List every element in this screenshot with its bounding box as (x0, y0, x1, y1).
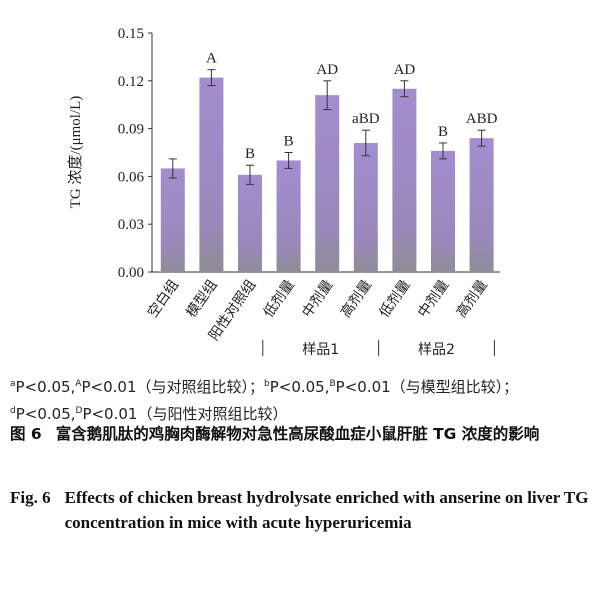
footnote: aP<0.05,AP<0.01（与对照组比较）；bP<0.05,BP<0.01（… (10, 372, 590, 426)
error-bar (284, 152, 293, 169)
y-tick-label: 0.06 (118, 169, 145, 185)
significance-label: B (245, 146, 255, 162)
x-tick-label: 高剂量 (337, 277, 375, 321)
y-tick-label: 0.15 (118, 26, 144, 42)
bar (199, 77, 224, 272)
note-text: P<0.05, (15, 405, 76, 423)
x-tick-label: 高剂量 (453, 277, 491, 321)
significance-label: AD (316, 62, 338, 78)
caption-text: 富含鹅肌肽的鸡胸肉酶解物对急性高尿酸血症小鼠肝脏 TG 浓度的影响 (55, 425, 540, 443)
x-tick-label: 模型组 (183, 277, 220, 321)
x-tick-label: 低剂量 (376, 277, 413, 321)
y-tick-label: 0.12 (118, 74, 144, 90)
x-tick-label: 中剂量 (299, 277, 336, 321)
note-mark: D (75, 406, 83, 416)
error-bar (207, 69, 216, 87)
note-mark: B (329, 379, 336, 389)
x-tick-label: 空白组 (145, 277, 182, 321)
caption-label: 图 6 (10, 425, 42, 443)
note-mark: a (10, 379, 16, 389)
bar (353, 142, 378, 272)
y-axis-label: TG 浓度/(μmol/L) (67, 96, 84, 209)
note-mark: A (75, 379, 82, 389)
y-tick-label: 0.00 (118, 265, 144, 281)
error-bar (361, 129, 370, 157)
error-bar (246, 164, 254, 185)
caption-text: Effects of chicken breast hydrolysate en… (64, 488, 589, 532)
error-bar (168, 158, 177, 179)
bar (160, 168, 185, 272)
note-text: P<0.05, (15, 378, 76, 396)
y-tick-label: 0.03 (118, 217, 144, 233)
caption-cn: 图 6 富含鹅肌肽的鸡胸肉酶解物对急性高尿酸血症小鼠肝脏 TG 浓度的影响 (10, 422, 590, 447)
note-mark: b (263, 379, 270, 389)
error-bar (439, 142, 447, 160)
caption-en: Fig. 6 Effects of chicken breast hydrolys… (10, 485, 590, 535)
x-tick-label: 低剂量 (261, 277, 298, 321)
significance-label: aBD (352, 111, 380, 127)
error-bar (400, 80, 409, 98)
note-text: P<0.05, (269, 378, 330, 396)
bar (392, 88, 417, 273)
bar (469, 138, 494, 272)
note-text: P<0.01（与模型组比较）； (335, 378, 519, 396)
significance-label: A (206, 51, 217, 67)
chart: TG 浓度/(μmol/L) 0.00 0.03 0.06 0.09 0.12 0.15 空… (67, 26, 500, 358)
x-tick-label: 中剂量 (415, 277, 452, 321)
significance-label: AD (394, 62, 416, 78)
error-bar (323, 80, 332, 110)
note-text: P<0.01（与阳性对照组比较） (82, 405, 288, 423)
group-label: 样品1 (302, 342, 339, 358)
bar (431, 150, 455, 272)
note-mark: d (10, 406, 16, 416)
bar (315, 95, 340, 272)
significance-label: ABD (466, 111, 498, 127)
significance-label: B (438, 124, 448, 140)
significance-label: B (284, 134, 294, 150)
group-label: 样品2 (418, 342, 455, 358)
note-text: P<0.01（与对照组比较）； (81, 378, 264, 396)
y-tick-label: 0.09 (118, 122, 144, 138)
error-bar (477, 129, 486, 147)
bar (276, 160, 301, 272)
caption-label: Fig. 6 (10, 488, 51, 507)
bar (238, 174, 262, 272)
